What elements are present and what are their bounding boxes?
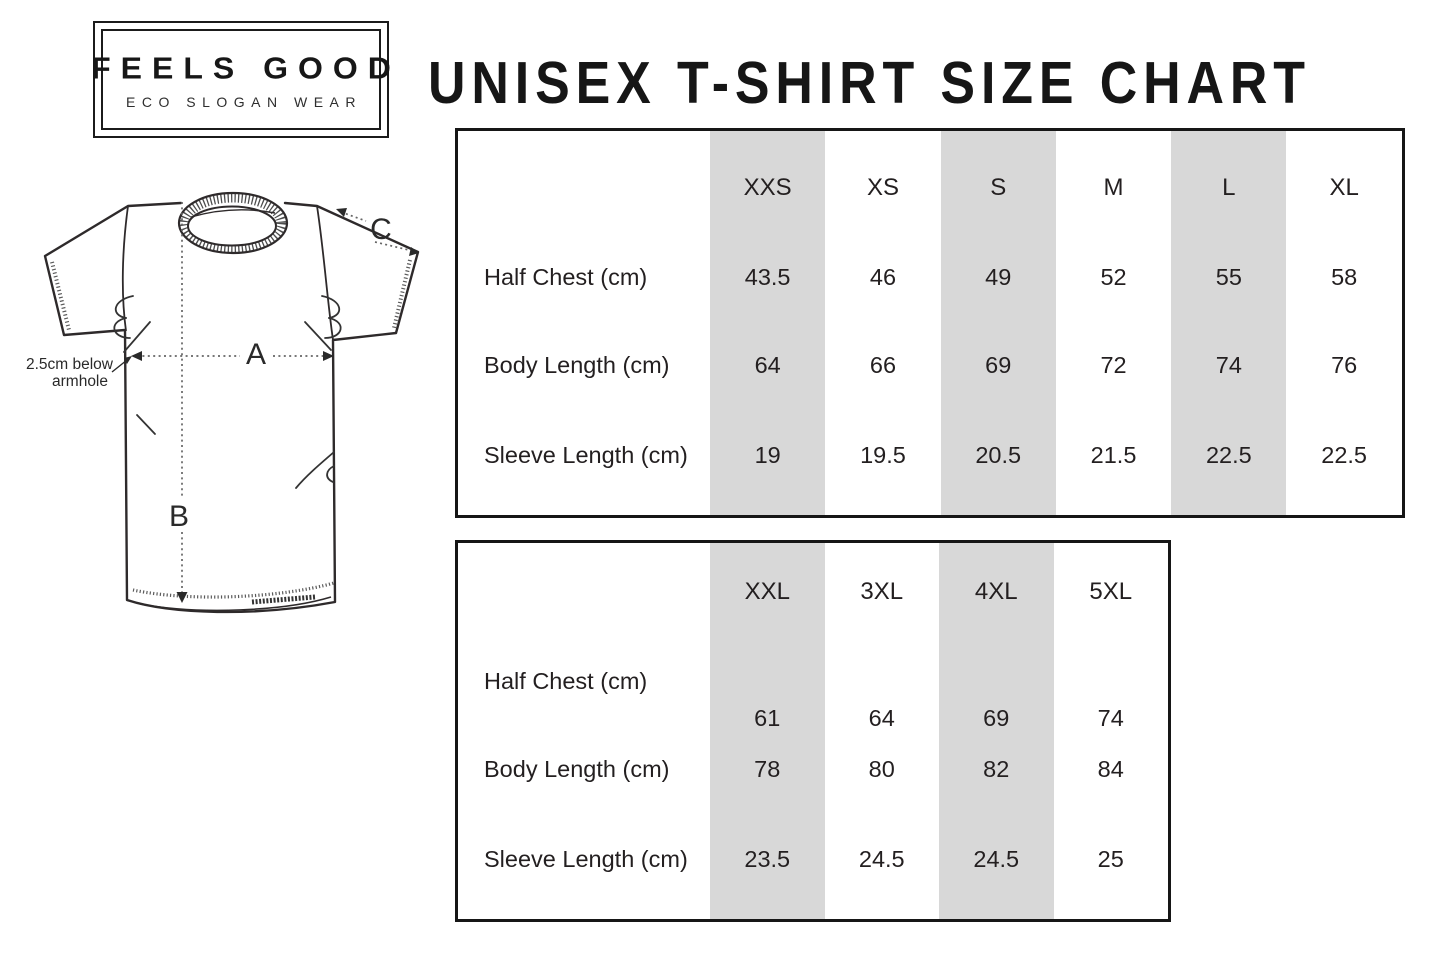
- table-row-half-chest: Half Chest (cm) 43.5 46 49 52 55 58: [458, 257, 1402, 297]
- value-cell: 25: [1097, 845, 1124, 872]
- value-cell: 66: [869, 351, 897, 378]
- value-cell: 21.5: [1090, 441, 1137, 468]
- col-header-4xl: 4XL: [974, 578, 1018, 605]
- size-table-xxs-xl: XXS XS S M L XL Half Chest (cm) 43.5 46 …: [455, 128, 1405, 518]
- brand-logo-inner-frame: FEELS GOOD ECO SLOGAN WEAR: [91, 29, 391, 130]
- measurement-label-b: B: [169, 500, 189, 533]
- value-cell: 22.5: [1205, 441, 1252, 468]
- shaded-column-l: [1171, 131, 1287, 515]
- measurement-label-a: A: [246, 338, 266, 371]
- col-header-xs: XS: [866, 174, 899, 201]
- value-cell: 43.5: [744, 263, 791, 290]
- fabric-wrinkles: [113, 295, 342, 489]
- value-cell: 46: [869, 263, 897, 290]
- table-row-half-chest-values: 61 64 69 74: [458, 698, 1168, 738]
- value-cell: 74: [1097, 704, 1124, 731]
- col-header-s: S: [990, 174, 1007, 201]
- header-row: XXS XS S M L XL: [458, 168, 1402, 208]
- value-cell: 78: [754, 755, 781, 782]
- page-title: UNISEX T-SHIRT SIZE CHART: [428, 50, 1311, 117]
- ribbed-collar: [177, 191, 289, 255]
- tshirt-outline: [43, 201, 420, 614]
- row-label: Sleeve Length (cm): [484, 845, 688, 872]
- value-cell: 76: [1331, 351, 1358, 378]
- row-label: Body Length (cm): [484, 351, 670, 378]
- table-row-sleeve-length: Sleeve Length (cm) 19 19.5 20.5 21.5 22.…: [458, 435, 1402, 475]
- value-cell: 72: [1100, 351, 1127, 378]
- value-cell: 22.5: [1321, 441, 1367, 468]
- value-cell: 24.5: [973, 845, 1020, 872]
- hem-detail: [132, 581, 335, 612]
- value-cell: 19.5: [860, 441, 906, 468]
- shaded-column-xxl: [710, 543, 825, 919]
- row-label: Half Chest (cm): [484, 263, 648, 290]
- table-row-half-chest-label: Half Chest (cm): [458, 661, 1168, 701]
- col-header-xxs: XXS: [743, 174, 792, 201]
- value-cell: 23.5: [744, 845, 791, 872]
- measurement-b-line: B: [169, 202, 189, 603]
- measurement-a-line: A: [131, 338, 334, 371]
- header-row: XXL 3XL 4XL 5XL: [458, 572, 1168, 612]
- col-header-5xl: 5XL: [1089, 578, 1133, 605]
- value-cell: 49: [985, 263, 1012, 290]
- brand-name: FEELS GOOD: [91, 50, 401, 85]
- cuff-stitching: [50, 259, 412, 331]
- shaded-column-4xl: [939, 543, 1054, 919]
- armhole-note-line2: armhole: [52, 373, 108, 390]
- tshirt-measurement-diagram: A B C 2.5cm below armhole: [26, 191, 420, 614]
- value-cell: 61: [754, 704, 781, 731]
- value-cell: 82: [983, 755, 1010, 782]
- table-row-body-length: Body Length (cm) 78 80 82 84: [458, 749, 1168, 789]
- armhole-note: 2.5cm below armhole: [26, 356, 132, 390]
- shaded-column-xxs: [710, 131, 826, 515]
- col-header-3xl: 3XL: [860, 578, 904, 605]
- row-label: Half Chest (cm): [484, 667, 648, 694]
- measurement-c-line: C: [336, 208, 419, 256]
- col-header-xxl: XXL: [744, 578, 790, 605]
- size-table-xxl-5xl: XXL 3XL 4XL 5XL Half Chest (cm) 61 64 69…: [455, 540, 1171, 922]
- col-header-m: M: [1103, 174, 1124, 201]
- measurement-label-c: C: [370, 213, 392, 246]
- row-label: Body Length (cm): [484, 755, 670, 782]
- value-cell: 64: [868, 704, 895, 731]
- value-cell: 52: [1100, 263, 1127, 290]
- value-cell: 64: [754, 351, 781, 378]
- value-cell: 19: [754, 441, 781, 468]
- table-row-sleeve-length: Sleeve Length (cm) 23.5 24.5 24.5 25: [458, 839, 1168, 879]
- col-header-xl: XL: [1329, 174, 1359, 201]
- value-cell: 58: [1331, 263, 1358, 290]
- value-cell: 55: [1215, 263, 1242, 290]
- value-cell: 69: [983, 704, 1010, 731]
- shaded-column-s: [940, 131, 1056, 515]
- brand-logo: FEELS GOOD ECO SLOGAN WEAR: [91, 21, 391, 138]
- value-cell: 20.5: [975, 441, 1022, 468]
- col-header-l: L: [1222, 174, 1236, 201]
- row-label: Sleeve Length (cm): [484, 441, 688, 468]
- brand-tagline: ECO SLOGAN WEAR: [126, 93, 362, 110]
- value-cell: 69: [985, 351, 1012, 378]
- value-cell: 24.5: [858, 845, 905, 872]
- armhole-note-line1: 2.5cm below: [26, 356, 114, 373]
- table-row-body-length: Body Length (cm) 64 66 69 72 74 76: [458, 345, 1402, 385]
- value-cell: 74: [1215, 351, 1242, 378]
- value-cell: 80: [868, 755, 895, 782]
- value-cell: 84: [1097, 755, 1124, 782]
